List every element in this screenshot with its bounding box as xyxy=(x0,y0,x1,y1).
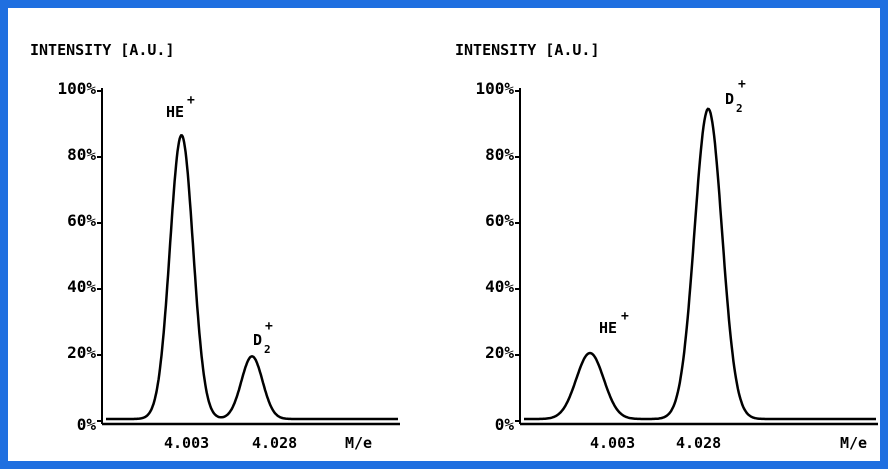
left-peak-label-d2: D 2 + xyxy=(253,319,273,356)
peak-label-charge: + xyxy=(738,77,746,92)
left-ytick-label: 60% xyxy=(67,211,96,230)
right-spectrum-line xyxy=(524,107,876,421)
right-ytick-label: 20% xyxy=(485,343,514,362)
right-ytick-label: 60% xyxy=(485,211,514,230)
left-ytick-group: 100% 80% 60% 40% 20% 0% xyxy=(57,79,103,434)
right-xtick-label: 4.003 xyxy=(590,434,635,452)
left-ytick-label: 0% xyxy=(77,415,97,434)
right-ytick-label: 80% xyxy=(485,145,514,164)
left-panel: INTENSITY [A.U.] 100% 80% 60% 40% 20% 0%… xyxy=(30,41,400,452)
right-ytick-label: 40% xyxy=(485,277,514,296)
left-spectrum-line xyxy=(106,133,398,421)
right-ytick-group: 100% 80% 60% 40% 20% 0% xyxy=(475,79,521,434)
right-ytick-label: 100% xyxy=(475,79,514,98)
left-ytick-label: 80% xyxy=(67,145,96,164)
left-peak-label-he: HE + xyxy=(166,93,195,121)
left-ytick-label: 20% xyxy=(67,343,96,362)
left-ylabel: INTENSITY [A.U.] xyxy=(30,41,175,59)
peak-label-text: D xyxy=(253,331,262,349)
right-panel: INTENSITY [A.U.] 100% 80% 60% 40% 20% 0%… xyxy=(455,41,878,452)
peak-label-charge: + xyxy=(187,93,195,108)
right-peak-label-d2: D 2 + xyxy=(725,77,746,115)
left-xtick-label: 4.003 xyxy=(164,434,209,452)
left-xtick-label: 4.028 xyxy=(252,434,297,452)
peak-label-charge: + xyxy=(621,309,629,324)
peak-label-text: HE xyxy=(166,103,184,121)
right-ylabel: INTENSITY [A.U.] xyxy=(455,41,600,59)
left-ytick-label: 40% xyxy=(67,277,96,296)
peak-label-subscript: 2 xyxy=(264,343,271,356)
peak-label-text: D xyxy=(725,90,734,108)
right-xlabel: M/e xyxy=(840,434,867,452)
right-ytick-label: 0% xyxy=(495,415,515,434)
left-ytick-label: 100% xyxy=(57,79,96,98)
peak-label-text: HE xyxy=(599,319,617,337)
peak-label-subscript: 2 xyxy=(736,102,743,115)
right-xtick-label: 4.028 xyxy=(676,434,721,452)
right-peak-label-he: HE + xyxy=(599,309,629,337)
left-xlabel: M/e xyxy=(345,434,372,452)
peak-label-charge: + xyxy=(265,319,273,334)
